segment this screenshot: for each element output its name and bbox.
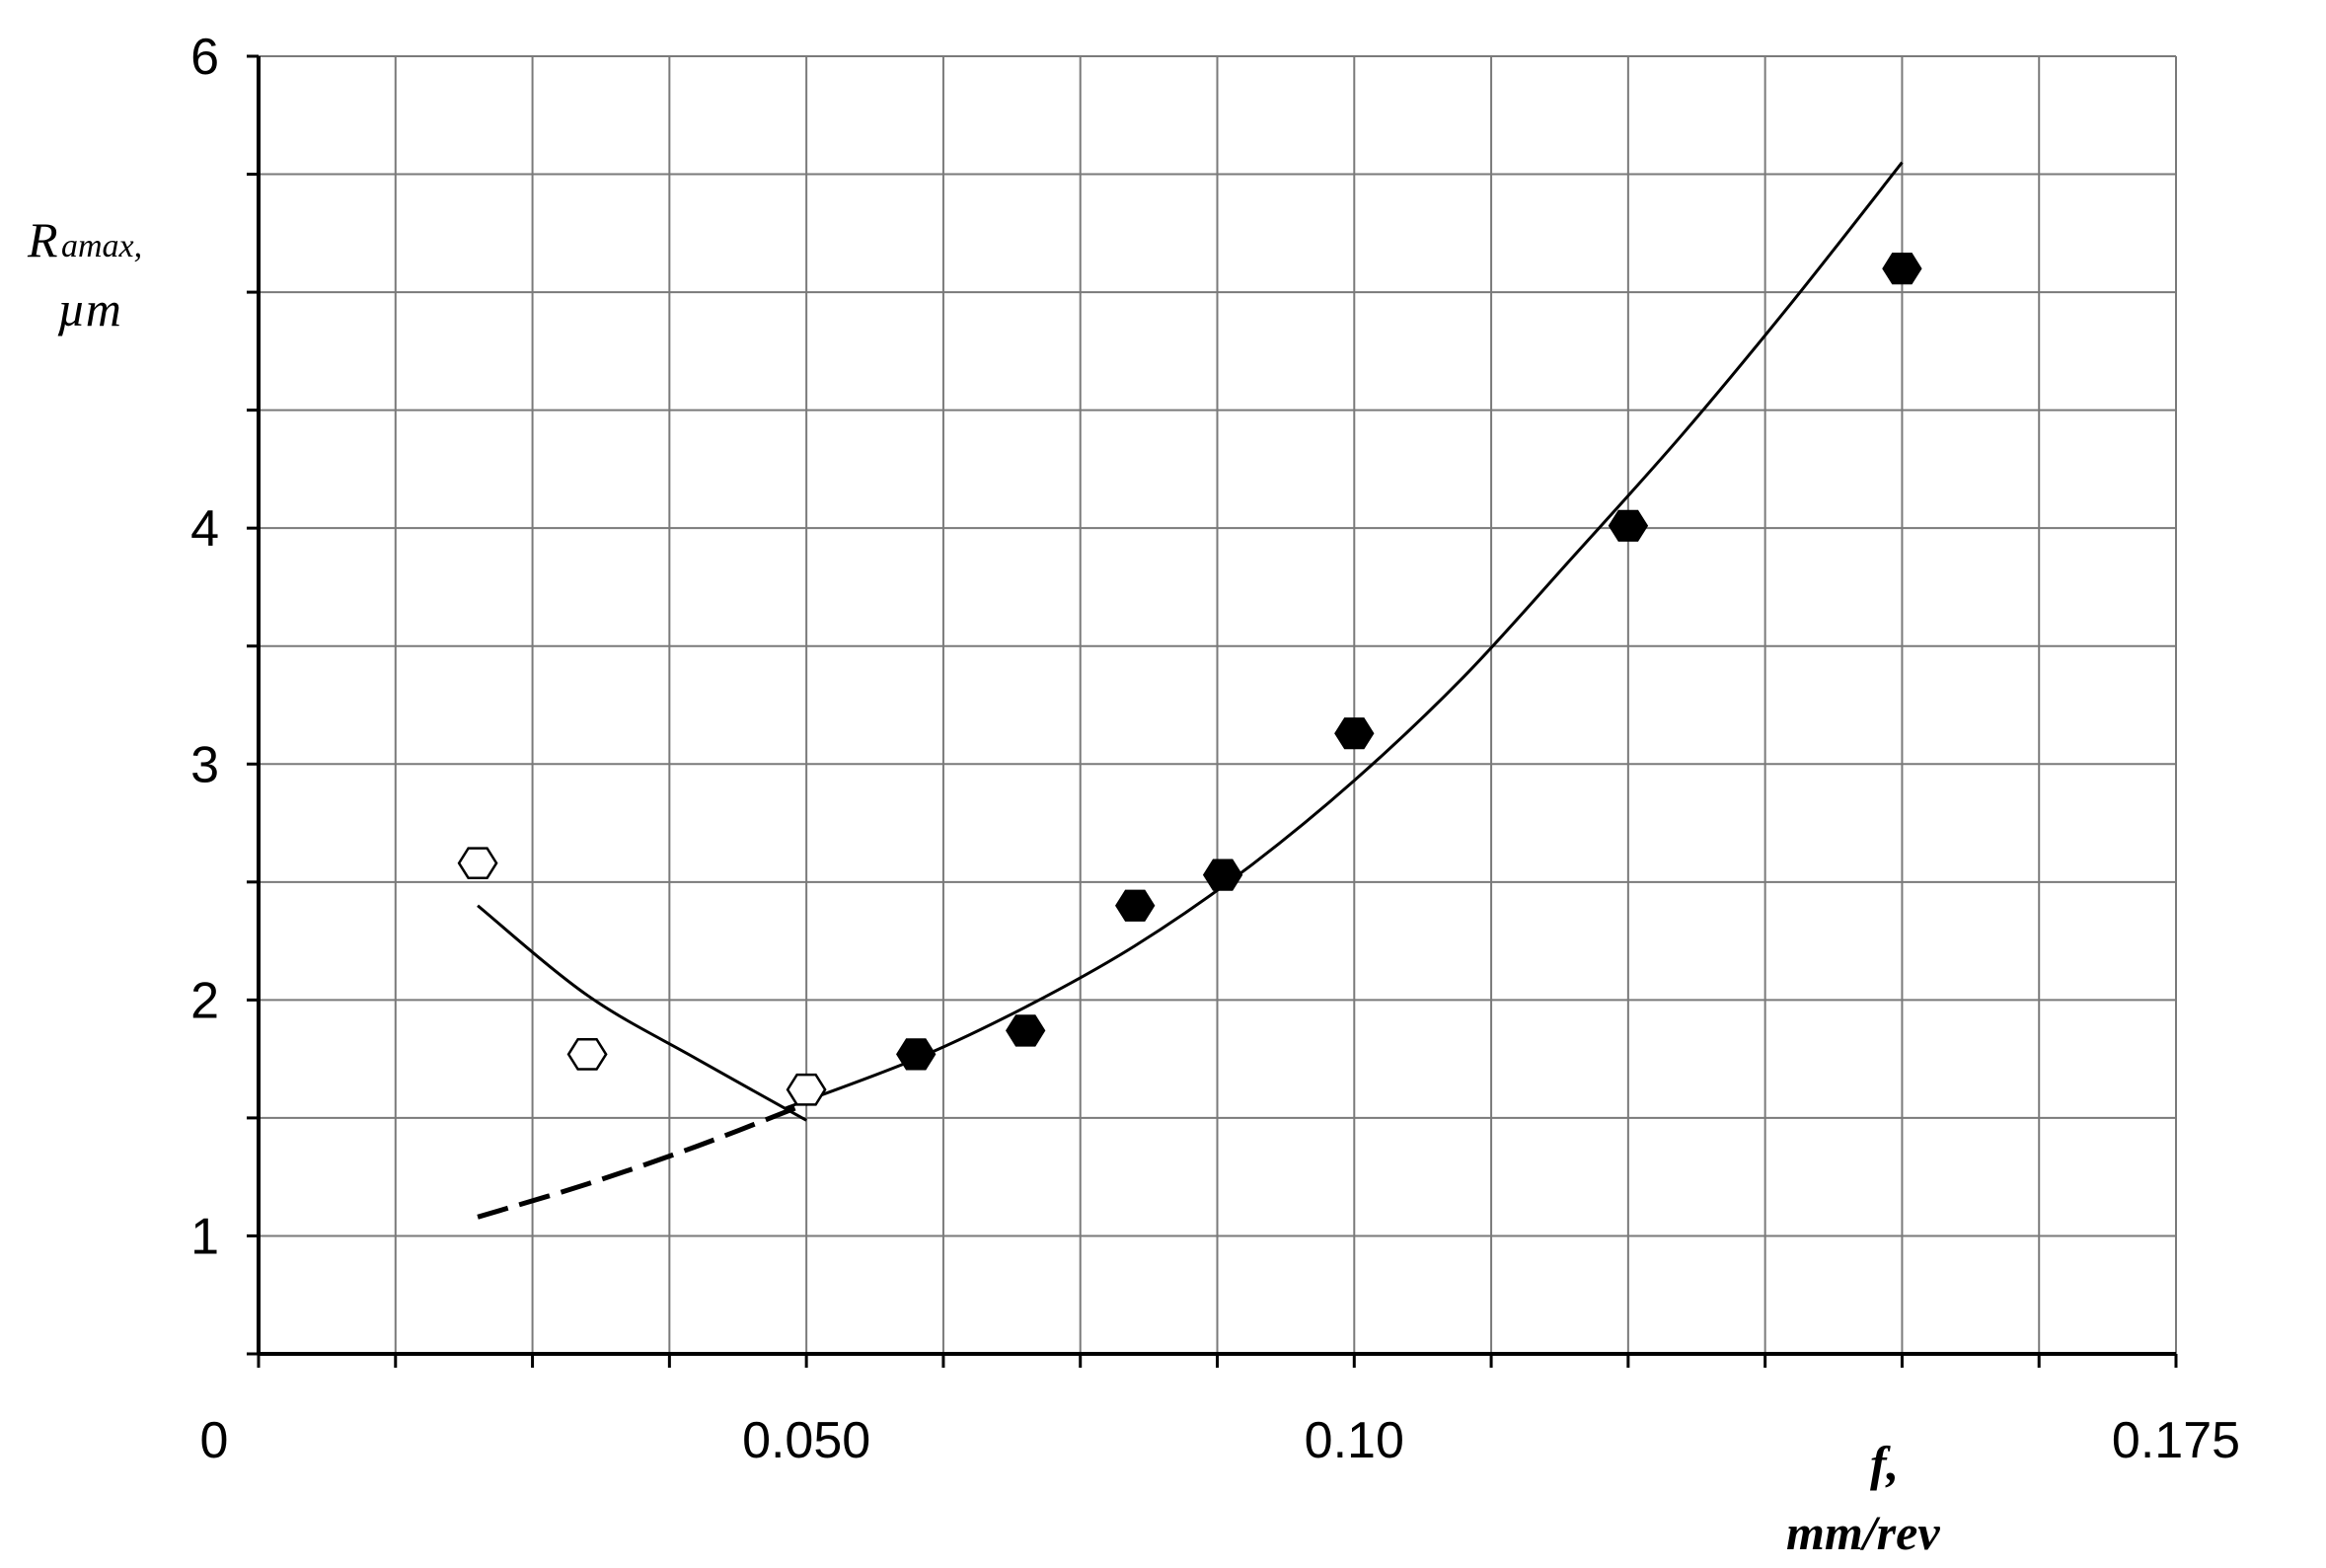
fit-curves [477, 161, 1904, 1220]
x-tick-label: 0.050 [742, 1412, 870, 1469]
fit-curve [784, 161, 1904, 1110]
x-tick-label: 0.175 [2112, 1412, 2240, 1469]
x-tick-label: 0 [200, 1412, 229, 1469]
data-points [457, 253, 1922, 1106]
y-axis-title-sub: amax, [61, 228, 142, 264]
y-tick-label: 2 [190, 972, 219, 1029]
data-point-filled [1608, 509, 1649, 542]
x-axis-title: f, [1870, 1436, 1899, 1491]
grid-layer [259, 55, 2177, 1354]
tick-labels: 1 2 3 4 6 0 0.050 0.10 0.175 [190, 29, 2240, 1469]
y-tick-label: 4 [190, 500, 219, 558]
data-point-open [566, 1037, 608, 1071]
fit-curve-dashed [477, 1101, 808, 1220]
y-tick-label: 3 [190, 736, 219, 793]
data-point-open [786, 1073, 827, 1106]
data-point-filled [1115, 889, 1156, 922]
y-tick-label: 1 [190, 1208, 219, 1265]
data-point-filled [896, 1038, 937, 1071]
data-point-filled [1006, 1014, 1046, 1047]
x-tick-label: 0.10 [1305, 1412, 1404, 1469]
data-point-filled [1334, 717, 1375, 750]
axes [247, 54, 2178, 1368]
y-axis-unit: µm [57, 281, 121, 336]
data-point-open [457, 847, 498, 880]
data-point-filled [1882, 253, 1922, 285]
data-point-filled [1202, 859, 1243, 891]
x-axis-unit: mm/rev [1786, 1505, 1940, 1560]
fit-curve [477, 904, 807, 1122]
y-tick-label: 6 [190, 29, 219, 86]
y-axis-title-main: R [27, 212, 58, 267]
